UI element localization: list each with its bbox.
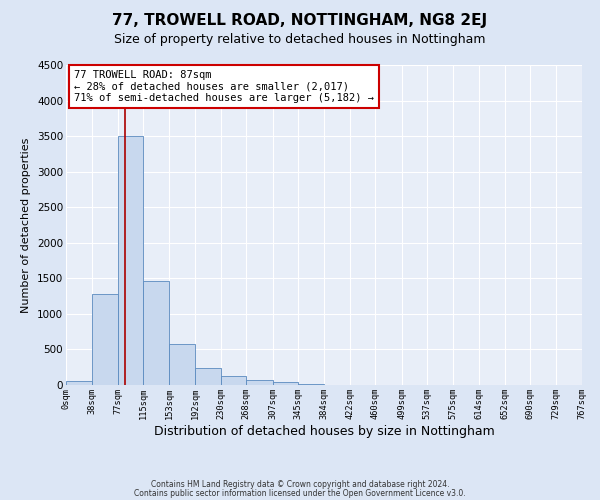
X-axis label: Distribution of detached houses by size in Nottingham: Distribution of detached houses by size … — [154, 425, 494, 438]
Text: 77 TROWELL ROAD: 87sqm
← 28% of detached houses are smaller (2,017)
71% of semi-: 77 TROWELL ROAD: 87sqm ← 28% of detached… — [74, 70, 374, 103]
Text: Contains HM Land Registry data © Crown copyright and database right 2024.: Contains HM Land Registry data © Crown c… — [151, 480, 449, 489]
Bar — [298, 384, 325, 385]
Text: Contains public sector information licensed under the Open Government Licence v3: Contains public sector information licen… — [134, 489, 466, 498]
Bar — [221, 376, 246, 385]
Bar — [169, 344, 195, 385]
Bar — [66, 382, 92, 385]
Bar — [195, 368, 221, 385]
Bar — [92, 294, 118, 385]
Bar — [143, 281, 169, 385]
Text: Size of property relative to detached houses in Nottingham: Size of property relative to detached ho… — [114, 32, 486, 46]
Bar — [246, 380, 272, 385]
Text: 77, TROWELL ROAD, NOTTINGHAM, NG8 2EJ: 77, TROWELL ROAD, NOTTINGHAM, NG8 2EJ — [112, 12, 488, 28]
Bar — [118, 136, 143, 385]
Y-axis label: Number of detached properties: Number of detached properties — [22, 138, 31, 312]
Bar — [272, 382, 298, 385]
